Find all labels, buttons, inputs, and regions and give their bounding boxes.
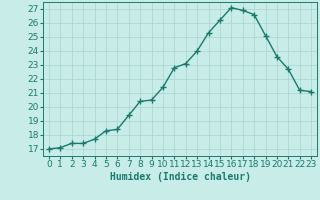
X-axis label: Humidex (Indice chaleur): Humidex (Indice chaleur) — [109, 172, 251, 182]
